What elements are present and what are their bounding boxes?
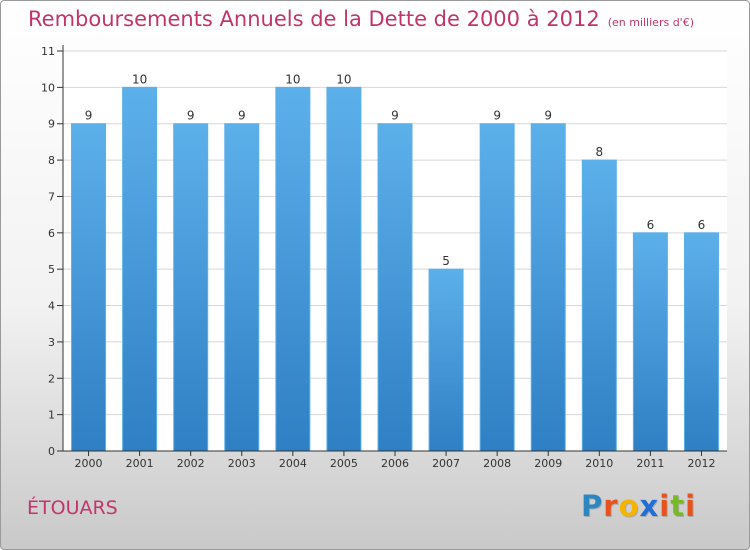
y-tick-label: 5	[48, 263, 55, 276]
bar-2008	[479, 123, 515, 452]
x-tick-label: 2010	[585, 457, 613, 470]
x-tick-label: 2004	[279, 457, 307, 470]
x-tick-label: 2006	[381, 457, 409, 470]
x-tick-label: 2012	[687, 457, 715, 470]
data-label-2005: 10	[336, 72, 351, 86]
bar-2001	[122, 86, 158, 452]
logo-letter: o	[618, 489, 640, 523]
bar-2002	[173, 123, 209, 452]
bar-2012	[683, 232, 719, 452]
bar-2006	[377, 123, 413, 452]
logo-letter: i	[685, 489, 697, 523]
x-tick-label: 2002	[177, 457, 205, 470]
x-tick-label: 2009	[534, 457, 562, 470]
data-label-2009: 9	[544, 109, 552, 123]
x-tick-label: 2005	[330, 457, 358, 470]
chart-subtitle: (en milliers d'€)	[607, 16, 694, 29]
y-tick-label: 1	[48, 409, 55, 422]
chart-title: Remboursements Annuels de la Dette de 20…	[28, 7, 694, 31]
data-label-2002: 9	[187, 109, 195, 123]
y-tick-label: 8	[48, 154, 55, 167]
x-tick-label: 2003	[228, 457, 256, 470]
y-tick-label: 3	[48, 336, 55, 349]
x-tick-label: 2011	[636, 457, 664, 470]
data-label-2007: 5	[442, 254, 450, 268]
data-label-2010: 8	[595, 145, 603, 159]
y-tick-label: 4	[48, 300, 55, 313]
bar-2004	[275, 86, 311, 452]
data-label-2011: 6	[647, 218, 655, 232]
x-tick-label: 2007	[432, 457, 460, 470]
bar-2007	[428, 268, 464, 452]
x-tick-label: 2008	[483, 457, 511, 470]
data-label-2006: 9	[391, 109, 399, 123]
logo-letter: i	[659, 489, 671, 523]
y-tick-label: 7	[48, 190, 55, 203]
y-tick-label: 6	[48, 227, 55, 240]
data-label-2008: 9	[493, 109, 501, 123]
bar-2011	[632, 232, 668, 452]
proxiti-logo[interactable]: Proxiti	[581, 489, 696, 523]
y-tick-label: 10	[41, 81, 55, 94]
x-tick-label: 2000	[75, 457, 103, 470]
logo-letter: P	[581, 489, 604, 523]
commune-name: ÉTOUARS	[27, 497, 118, 519]
y-tick-label: 9	[48, 118, 55, 131]
bar-2000	[71, 123, 107, 452]
x-tick-label: 2001	[126, 457, 154, 470]
bar-2009	[530, 123, 566, 452]
data-label-2001: 10	[132, 72, 147, 86]
logo-letter: x	[639, 489, 660, 523]
logo-letter: t	[670, 489, 686, 523]
axes: 0 1 2 3 4 5 6 7 8 9 10 11 2000 2001 2002 2003 2004 2005 20…	[41, 45, 727, 470]
y-tick-label: 11	[41, 45, 55, 58]
logo-letter: r	[603, 489, 619, 523]
data-label-2003: 9	[238, 109, 246, 123]
data-label-2004: 10	[285, 72, 300, 86]
data-label-2012: 6	[698, 218, 706, 232]
bar-2010	[581, 159, 617, 452]
chart-title-text: Remboursements Annuels de la Dette de 20…	[28, 7, 600, 31]
bar-2003	[224, 123, 260, 452]
y-tick-label: 2	[48, 372, 55, 385]
y-tick-label: 0	[48, 445, 55, 458]
data-label-2000: 9	[85, 109, 93, 123]
bar-2005	[326, 86, 362, 452]
